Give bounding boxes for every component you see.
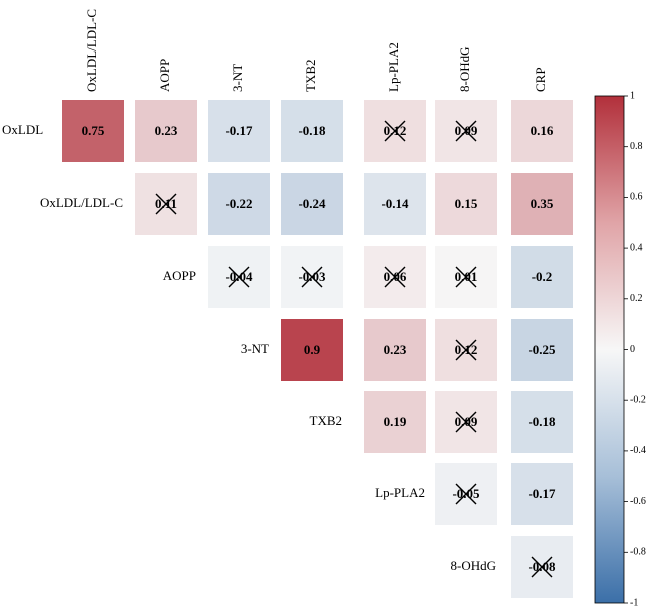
insignificant-cross-mark: [384, 266, 406, 288]
heatmap-cell: [364, 319, 426, 381]
insignificant-cross-mark: [455, 411, 477, 433]
cell-value-label: -0.14: [381, 196, 409, 211]
heatmap-cell: [511, 100, 573, 162]
column-label: TXB2: [303, 60, 318, 93]
heatmap-cell: [511, 391, 573, 453]
row-label: TXB2: [310, 413, 343, 428]
heatmap-cells: 0.750.23-0.17-0.180.120.090.160.11-0.22-…: [62, 100, 573, 598]
cell-value-label: 0.23: [155, 123, 178, 138]
row-label: AOPP: [163, 268, 196, 283]
column-label: Lp-PLA2: [386, 42, 401, 92]
insignificant-cross-mark: [455, 120, 477, 142]
colorbar-tick-label: -1: [630, 597, 638, 608]
cell-value-label: -0.22: [225, 196, 252, 211]
heatmap-cell: [208, 173, 270, 235]
colorbar: 1 0.8 0.6 0.4 0.2 0 -0.2 -0.4 -0.6 -0.8 -1: [594, 90, 646, 608]
row-label: 8-OHdG: [451, 558, 497, 573]
insignificant-cross-mark: [384, 120, 406, 142]
cell-value-label: 0.75: [82, 123, 105, 138]
column-label: OxLDL/LDL-C: [84, 9, 99, 92]
colorbar-tick-label: 0.8: [630, 141, 643, 152]
heatmap-cell: [435, 173, 497, 235]
cell-value-label: -0.25: [528, 342, 556, 357]
insignificant-cross-mark: [455, 339, 477, 361]
column-label: CRP: [533, 67, 548, 92]
heatmap-cell: [364, 391, 426, 453]
heatmap-cell: [281, 319, 343, 381]
column-label: AOPP: [157, 59, 172, 92]
insignificant-cross-mark: [531, 556, 553, 578]
heatmap-cell: [208, 100, 270, 162]
cell-value-label: -0.18: [528, 414, 556, 429]
insignificant-cross-mark: [301, 266, 323, 288]
heatmap-cell: [135, 100, 197, 162]
heatmap-cell: [364, 173, 426, 235]
colorbar-gradient: [594, 95, 625, 604]
cell-value-label: -0.17: [225, 123, 253, 138]
heatmap-cell: [281, 100, 343, 162]
heatmap-cell: [511, 319, 573, 381]
column-labels: OxLDL/LDL-C AOPP 3-NT TXB2 Lp-PLA2 8-OHdG CRP: [84, 9, 548, 92]
colorbar-tick-label: 0.4: [630, 242, 643, 253]
row-label: OxLDL/LDL-C: [40, 195, 123, 210]
cell-value-label: -0.24: [298, 196, 326, 211]
row-label: 3-NT: [241, 341, 269, 356]
cell-value-label: -0.17: [528, 486, 556, 501]
column-label: 3-NT: [230, 64, 245, 92]
insignificant-cross-mark: [155, 193, 177, 215]
insignificant-cross-mark: [455, 483, 477, 505]
cell-value-label: 0.35: [531, 196, 554, 211]
heatmap-cell: [62, 100, 124, 162]
cell-value-label: 0.15: [455, 196, 478, 211]
cell-value-label: 0.16: [531, 123, 554, 138]
heatmap-cell: [511, 173, 573, 235]
cell-value-label: 0.9: [304, 342, 321, 357]
colorbar-tick-label: -0.4: [630, 445, 646, 456]
colorbar-tick-label: 0.2: [630, 293, 643, 304]
colorbar-tick-label: 0: [630, 344, 635, 355]
row-label: Lp-PLA2: [375, 485, 425, 500]
cell-value-label: -0.2: [532, 269, 553, 284]
heatmap-cell: [281, 173, 343, 235]
colorbar-tick-label: 1: [630, 90, 635, 101]
cell-value-label: 0.19: [384, 414, 407, 429]
row-label: OxLDL: [2, 122, 43, 137]
colorbar-tick-label: 0.6: [630, 192, 643, 203]
insignificant-cross-mark: [228, 266, 250, 288]
column-label: 8-OHdG: [457, 47, 472, 93]
colorbar-ticks: 1 0.8 0.6 0.4 0.2 0 -0.2 -0.4 -0.6 -0.8 -1: [624, 90, 646, 608]
cell-value-label: 0.23: [384, 342, 407, 357]
colorbar-tick-label: -0.6: [630, 496, 646, 507]
colorbar-tick-label: -0.8: [630, 547, 646, 558]
colorbar-tick-label: -0.2: [630, 394, 646, 405]
cell-value-label: -0.18: [298, 123, 326, 138]
insignificant-cross-mark: [455, 266, 477, 288]
heatmap-cell: [511, 463, 573, 525]
row-labels: OxLDL OxLDL/LDL-C AOPP 3-NT TXB2 Lp-PLA2 8-OHd…: [2, 122, 496, 573]
heatmap-cell: [511, 246, 573, 308]
